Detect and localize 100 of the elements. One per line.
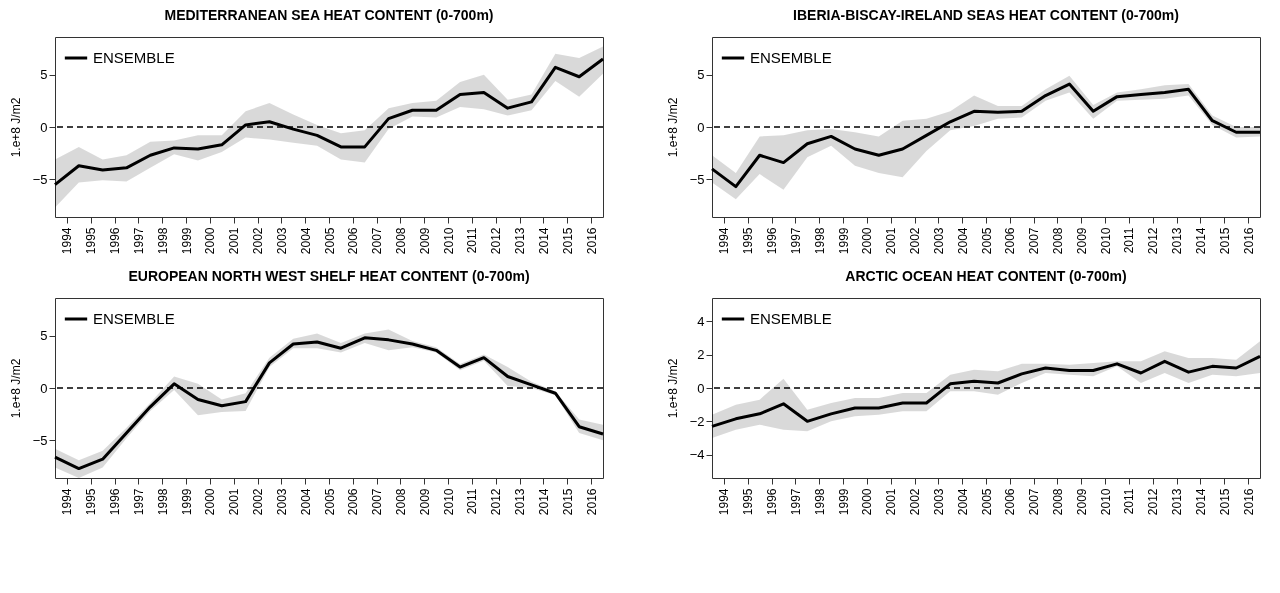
x-tick-label: 1995 [741,488,756,516]
x-tick-label: 1995 [84,488,99,516]
x-tick-label: 2000 [203,227,218,255]
x-tick-label: 1996 [765,227,780,255]
x-tick-label: 1997 [788,227,803,255]
x-tick-label: 2006 [346,488,361,516]
x-tick-label: 2002 [251,488,266,516]
x-tick-label: 2012 [489,488,504,516]
x-tick-label: 2003 [274,488,289,516]
x-tick-label: 2011 [1122,227,1137,254]
x-tick-label: 2014 [1193,488,1208,516]
x-tick-label: 1998 [812,227,827,255]
x-tick-label: 2004 [955,227,970,255]
x-tick-label: 1995 [84,227,99,255]
x-tick-label: 2008 [393,488,408,516]
x-tick-label: 2016 [584,227,599,255]
x-tick-label: 2009 [417,227,432,255]
x-tick-label: 1996 [108,227,123,255]
x-tick-label: 2005 [979,227,994,255]
y-axis-title: 1.e+8 J/m2 [8,97,23,158]
y-tick-label: 5 [40,67,48,83]
x-tick-label: 2001 [884,227,899,255]
y-tick-label: 0 [40,380,48,396]
y-tick-label: −5 [32,432,48,448]
x-tick-label: 2016 [1241,488,1256,516]
x-tick-label: 1999 [179,227,194,255]
x-tick-label: 2002 [251,227,266,255]
legend-label: ENSEMBLE [93,49,175,66]
x-tick-label: 2015 [1217,488,1232,516]
x-tick-label: 2010 [1098,488,1113,516]
x-tick-label: 2003 [274,227,289,255]
x-tick-label: 1995 [741,227,756,255]
x-tick-label: 2013 [1170,488,1185,516]
x-tick-label: 2000 [860,488,875,516]
x-tick-label: 2002 [908,488,923,516]
x-tick-label: 2005 [979,488,994,516]
x-tick-label: 2005 [322,488,337,516]
legend-label: ENSEMBLE [750,49,832,66]
x-tick-label: 1996 [108,488,123,516]
y-tick-label: 0 [40,119,48,135]
x-tick-label: 2007 [370,227,385,255]
x-tick-label: 2000 [203,488,218,516]
y-axis-title: 1.e+8 J/m2 [8,358,23,419]
y-tick-label: 2 [697,347,705,363]
x-tick-label: 2010 [1098,227,1113,255]
x-tick-label: 2016 [1241,227,1256,255]
x-tick-label: 1994 [60,488,75,516]
y-tick-label: −4 [689,447,705,463]
x-tick-label: 2011 [465,227,480,254]
x-tick-label: 2006 [1003,227,1018,255]
x-tick-label: 2009 [1074,227,1089,255]
x-tick-label: 2006 [1003,488,1018,516]
x-tick-label: 2012 [1146,488,1161,516]
x-tick-label: 2001 [227,488,242,516]
x-tick-label: 2000 [860,227,875,255]
x-tick-label: 1999 [836,227,851,255]
x-tick-label: 2001 [884,488,899,516]
x-tick-label: 2012 [1146,227,1161,255]
x-tick-label: 2012 [489,227,504,255]
line-series [710,354,1262,428]
x-tick-label: 2010 [441,488,456,516]
x-tick-label: 1994 [717,488,732,516]
x-tick-label: 2015 [1217,227,1232,255]
x-tick-label: 2009 [1074,488,1089,516]
y-tick-label: 5 [40,328,48,344]
y-tick-label: −5 [689,171,705,187]
y-tick-label: 0 [697,119,705,135]
x-tick-label: 1998 [155,227,170,255]
x-tick-label: 2015 [560,488,575,516]
x-tick-label: 2003 [931,488,946,516]
x-tick-label: 2011 [1122,488,1137,515]
legend-label: ENSEMBLE [93,310,175,327]
x-tick-label: 2013 [513,227,528,255]
x-tick-label: 1996 [765,488,780,516]
chart-title: ARCTIC OCEAN HEAT CONTENT (0-700m) [845,268,1127,284]
y-tick-label: 0 [697,380,705,396]
x-tick-label: 2014 [536,227,551,255]
x-tick-label: 2004 [955,488,970,516]
x-tick-label: 1997 [131,227,146,255]
x-tick-label: 1999 [836,488,851,516]
x-tick-label: 2002 [908,227,923,255]
x-tick-label: 2010 [441,227,456,255]
y-axis-title: 1.e+8 J/m2 [665,97,680,158]
x-tick-label: 2007 [1027,227,1042,255]
y-tick-label: 4 [697,313,705,329]
x-tick-label: 2011 [465,488,480,515]
x-tick-label: 2008 [1050,488,1065,516]
x-tick-label: 2008 [1050,227,1065,255]
x-tick-label: 2007 [1027,488,1042,516]
chart-title: EUROPEAN NORTH WEST SHELF HEAT CONTENT (0-700m) [128,268,530,284]
x-tick-label: 1998 [155,488,170,516]
x-tick-label: 1997 [131,488,146,516]
x-tick-label: 2016 [584,488,599,516]
x-tick-label: 2004 [298,488,313,516]
x-tick-label: 2008 [393,227,408,255]
y-axis-title: 1.e+8 J/m2 [665,358,680,419]
x-tick-label: 2013 [513,488,528,516]
y-tick-label: −5 [32,171,48,187]
x-tick-label: 2013 [1170,227,1185,255]
x-tick-label: 2005 [322,227,337,255]
